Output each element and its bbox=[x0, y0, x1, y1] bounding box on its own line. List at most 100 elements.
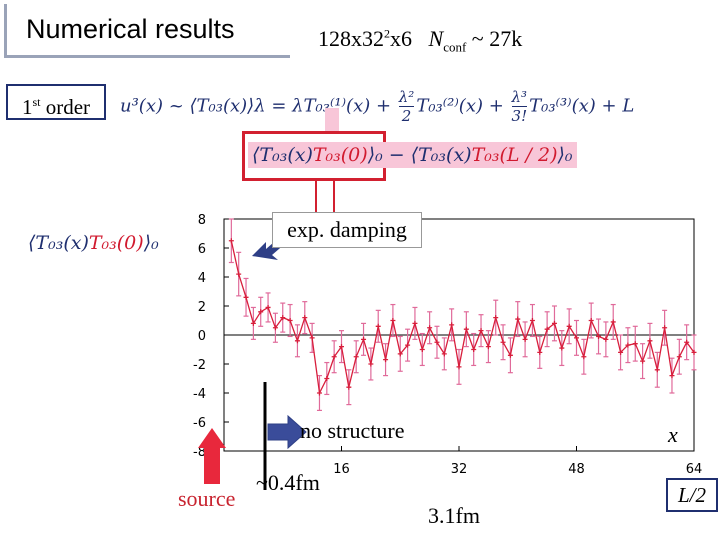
structure-arrow-icon bbox=[267, 414, 307, 450]
data-point bbox=[449, 322, 455, 328]
y-tick-label: 2 bbox=[198, 300, 206, 315]
connector-highlight bbox=[325, 108, 339, 132]
lattice-params: 128x322x6 Nconf ~ 27k bbox=[318, 26, 522, 55]
structure-callout: no structure bbox=[300, 418, 405, 443]
data-point bbox=[529, 318, 535, 323]
data-point bbox=[434, 339, 440, 345]
data-point bbox=[390, 318, 396, 323]
data-point bbox=[566, 323, 572, 329]
side-correlator-label: ⟨T₀₃(x)T₀₃(0)⟩₀ bbox=[28, 232, 159, 254]
data-point bbox=[287, 318, 293, 323]
formula-frac3-den: 3! bbox=[511, 107, 528, 125]
side-correlator-source: T₀₃(0) bbox=[88, 232, 144, 254]
series-line bbox=[230, 240, 695, 396]
data-point bbox=[662, 325, 668, 331]
nconf-symbol: N bbox=[428, 26, 444, 51]
y-tick-label: 6 bbox=[198, 242, 206, 257]
data-point bbox=[375, 323, 381, 329]
y-tick-label: 0 bbox=[198, 329, 206, 344]
data-point bbox=[346, 384, 352, 390]
correlator-close: ⟩₀ bbox=[367, 144, 383, 166]
damping-callout: exp. damping bbox=[272, 212, 422, 248]
data-point bbox=[324, 376, 330, 381]
formula-term3: T₀₃⁽³⁾(x) + L bbox=[529, 95, 635, 117]
title-frame bbox=[4, 4, 290, 58]
x-tick-label: 16 bbox=[333, 462, 350, 477]
y-tick-label: -2 bbox=[193, 358, 206, 373]
correlator-minus: − ⟨T₀₃(x) bbox=[382, 144, 472, 166]
data-point bbox=[412, 320, 418, 326]
data-point bbox=[603, 336, 609, 342]
data-point bbox=[478, 328, 484, 334]
data-point bbox=[544, 326, 550, 332]
formula-frac2-den: 2 bbox=[401, 107, 412, 125]
data-point bbox=[581, 354, 587, 360]
x-axis-label: x bbox=[668, 422, 678, 447]
data-point bbox=[258, 309, 264, 315]
y-tick-label: 8 bbox=[198, 213, 206, 228]
side-correlator-close: ⟩₀ bbox=[143, 232, 159, 254]
formula-lhs: u³(x) ~ ⟨T₀₃(x)⟩λ = λT₀₃⁽¹⁾(x) + bbox=[120, 95, 397, 117]
data-point bbox=[485, 344, 491, 350]
slide-title: Numerical results bbox=[26, 14, 235, 44]
data-point bbox=[625, 342, 631, 348]
data-point bbox=[427, 325, 433, 331]
data-point bbox=[236, 271, 242, 277]
data-point bbox=[471, 347, 477, 352]
data-point bbox=[515, 316, 521, 322]
source-arrow-icon bbox=[198, 428, 226, 484]
expansion-formula: u³(x) ~ ⟨T₀₃(x)⟩λ = λT₀₃⁽¹⁾(x) + λ² 2 T₀₃⁽… bbox=[120, 88, 634, 125]
data-point bbox=[302, 315, 308, 321]
data-point bbox=[574, 335, 579, 341]
correlator-source-term: T₀₃(0) bbox=[312, 144, 368, 166]
data-point bbox=[463, 326, 469, 332]
data-point bbox=[551, 320, 557, 326]
data-point bbox=[610, 319, 616, 325]
y-tick-label: -6 bbox=[193, 416, 206, 431]
source-label: source bbox=[178, 486, 236, 511]
data-point bbox=[559, 345, 565, 351]
distance-label-31: 3.1fm bbox=[428, 503, 480, 528]
lattice-size-suffix: x6 bbox=[390, 26, 412, 51]
x-tick-label: 32 bbox=[451, 462, 468, 477]
data-point bbox=[441, 351, 447, 357]
correlator-half-term: T₀₃(L / 2) bbox=[471, 144, 558, 166]
data-points bbox=[228, 238, 697, 396]
data-point bbox=[339, 344, 344, 350]
data-point bbox=[405, 342, 411, 348]
data-point bbox=[309, 335, 315, 341]
data-point bbox=[316, 390, 322, 396]
order-label: 1st order bbox=[6, 84, 106, 120]
data-point bbox=[456, 364, 462, 370]
data-point bbox=[632, 341, 638, 347]
distance-label-04: ~0.4fm bbox=[256, 470, 320, 495]
order-text: order bbox=[40, 95, 91, 119]
data-point bbox=[669, 373, 675, 379]
x-tick-label: 48 bbox=[568, 462, 585, 477]
y-tick-label: 4 bbox=[198, 271, 206, 286]
data-point bbox=[676, 354, 682, 360]
data-point bbox=[500, 339, 506, 345]
y-tick-label: -8 bbox=[193, 445, 206, 460]
data-point bbox=[419, 347, 425, 352]
half-lattice-label: L/2 bbox=[666, 478, 718, 512]
data-point bbox=[618, 349, 624, 355]
correlator-open: ⟨T₀₃(x) bbox=[252, 144, 313, 166]
data-point bbox=[265, 304, 271, 310]
data-point bbox=[684, 339, 690, 345]
data-point bbox=[588, 318, 594, 323]
data-point bbox=[353, 354, 359, 360]
data-point bbox=[272, 325, 278, 331]
data-point bbox=[228, 238, 234, 244]
y-tick-label: -4 bbox=[193, 387, 206, 402]
data-point bbox=[493, 315, 499, 321]
data-point bbox=[243, 294, 249, 300]
formula-term2: T₀₃⁽²⁾(x) + bbox=[416, 95, 510, 117]
data-point bbox=[331, 354, 337, 360]
data-point bbox=[250, 320, 256, 326]
formula-frac2-num: λ² bbox=[398, 88, 415, 107]
data-point bbox=[596, 333, 602, 339]
data-point bbox=[522, 336, 528, 342]
